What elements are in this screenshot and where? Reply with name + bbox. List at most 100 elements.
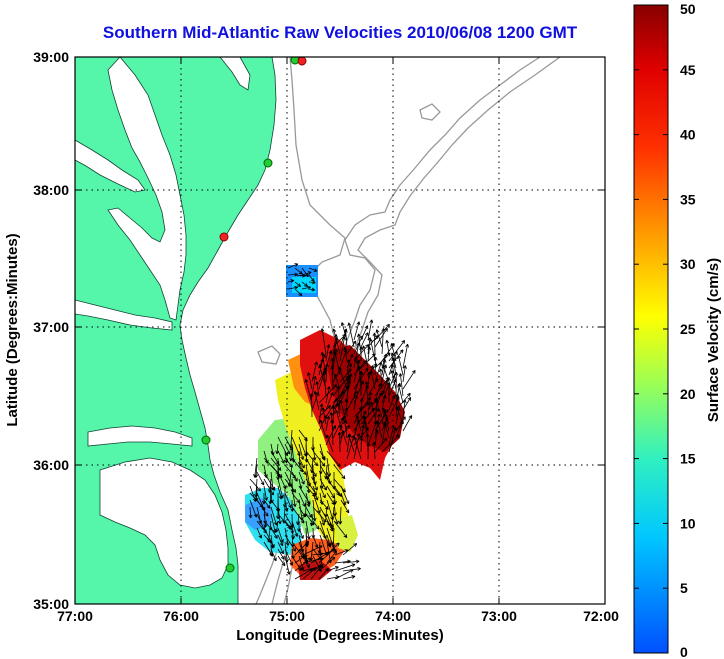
velocity-vector xyxy=(374,413,381,439)
velocity-vector xyxy=(284,534,296,552)
velocity-vector xyxy=(347,322,355,348)
velocity-vector xyxy=(347,434,355,453)
grid xyxy=(75,57,605,604)
velocity-vector xyxy=(318,556,336,572)
velocity-vector xyxy=(266,520,272,542)
velocity-vector xyxy=(298,443,305,460)
velocity-vector xyxy=(277,541,284,555)
y-tick-label: 36:00 xyxy=(33,457,69,473)
x-tick-label: 72:00 xyxy=(583,608,619,624)
velocity-vector xyxy=(398,373,404,397)
velocity-vector xyxy=(301,281,308,287)
velocity-vector xyxy=(369,370,376,390)
velocity-vector xyxy=(294,267,303,275)
velocity-vector xyxy=(249,478,261,492)
station-marker-green-1 xyxy=(263,158,273,168)
velocity-vector xyxy=(325,363,329,383)
pamlico-sound xyxy=(99,457,229,589)
colorbar-tick-label: 15 xyxy=(680,451,696,467)
velocity-vector xyxy=(287,279,295,284)
velocity-vector xyxy=(284,492,292,509)
colorbar-tick-label: 10 xyxy=(680,515,696,531)
velocity-vector xyxy=(302,545,323,556)
velocity-vector xyxy=(312,478,318,491)
velocity-vector xyxy=(248,506,253,519)
velocity-vector xyxy=(362,345,369,369)
velocity-vector xyxy=(353,410,367,432)
velocity-vector xyxy=(305,492,311,507)
velocity-vector xyxy=(298,471,305,485)
velocity-vector xyxy=(346,359,351,376)
velocity-vector xyxy=(344,398,349,418)
velocity-vector xyxy=(338,506,343,525)
velocity-vector xyxy=(402,365,407,383)
velocity-vector xyxy=(326,534,332,548)
velocity-vector xyxy=(402,415,413,432)
velocity-vector xyxy=(325,392,334,411)
velocity-vector xyxy=(319,450,326,461)
velocity-vector xyxy=(277,548,285,560)
velocity-vector xyxy=(369,401,376,418)
velocity-vector xyxy=(284,548,294,566)
velocity-vector xyxy=(325,434,334,453)
x-axis-label: Longitude (Degrees:Minutes) xyxy=(236,627,444,644)
velocity-vector xyxy=(291,485,297,508)
velocity-vector xyxy=(305,520,311,540)
velocity-vector xyxy=(372,332,377,355)
velocity-vector xyxy=(304,379,313,404)
colorbar-tick-label: 50 xyxy=(680,1,696,17)
velocity-vector xyxy=(291,506,305,524)
bathymetry-small-ring xyxy=(419,103,441,121)
velocity-vector xyxy=(355,415,362,432)
velocity-vector xyxy=(309,513,314,527)
velocity-vector xyxy=(381,328,386,355)
velocity-vector xyxy=(372,441,377,460)
velocity-vector xyxy=(308,267,318,272)
velocity-vector xyxy=(397,355,404,376)
velocity-vector xyxy=(332,328,341,355)
velocity-vector xyxy=(312,499,317,522)
velocity-vector xyxy=(367,319,374,341)
station-marker-green-2 xyxy=(201,435,211,445)
velocity-vector xyxy=(312,506,327,523)
velocity-vector xyxy=(342,575,356,580)
velocity-vector xyxy=(312,450,326,467)
velocity-vector xyxy=(333,464,346,480)
james-river xyxy=(75,299,173,331)
velocity-patch-east-yellow xyxy=(335,515,358,552)
colorbar-tick-label: 35 xyxy=(680,191,696,207)
velocity-vector xyxy=(356,333,362,355)
velocity-vector xyxy=(395,393,400,418)
velocity-vector xyxy=(342,543,358,556)
velocity-vector xyxy=(364,381,369,404)
velocity-vector xyxy=(309,393,314,418)
velocity-vector xyxy=(291,520,299,537)
velocity-vector xyxy=(367,346,372,362)
velocity-vector xyxy=(388,339,406,362)
albemarle-sound xyxy=(87,425,193,447)
potomac-river xyxy=(75,139,146,193)
velocity-vector xyxy=(311,375,317,397)
velocity-vector xyxy=(263,499,271,509)
velocity-vector xyxy=(383,421,390,439)
velocity-vector xyxy=(376,420,383,439)
velocity-vector xyxy=(320,328,327,355)
velocity-vector xyxy=(359,397,364,418)
velocity-vector xyxy=(367,391,373,418)
colorbar-tick-label: 25 xyxy=(680,321,696,337)
velocity-vector xyxy=(254,485,259,502)
velocity-vector xyxy=(277,555,286,567)
velocity-vector xyxy=(343,346,348,362)
y-tick-label: 39:00 xyxy=(33,49,69,65)
velocity-vector xyxy=(298,555,305,571)
chart-title: Southern Mid-Atlantic Raw Velocities 201… xyxy=(102,23,578,42)
colorbar-tick-label: 30 xyxy=(680,256,696,272)
x-tick-labels: 77:00 76:00 75:00 74:00 73:00 72:00 xyxy=(57,608,619,624)
velocity-vector xyxy=(387,377,391,404)
velocity-vectors xyxy=(248,263,416,580)
velocity-vector xyxy=(305,506,312,518)
velocity-vector xyxy=(366,372,371,390)
velocity-vector xyxy=(263,485,269,501)
colorbar xyxy=(633,4,669,654)
